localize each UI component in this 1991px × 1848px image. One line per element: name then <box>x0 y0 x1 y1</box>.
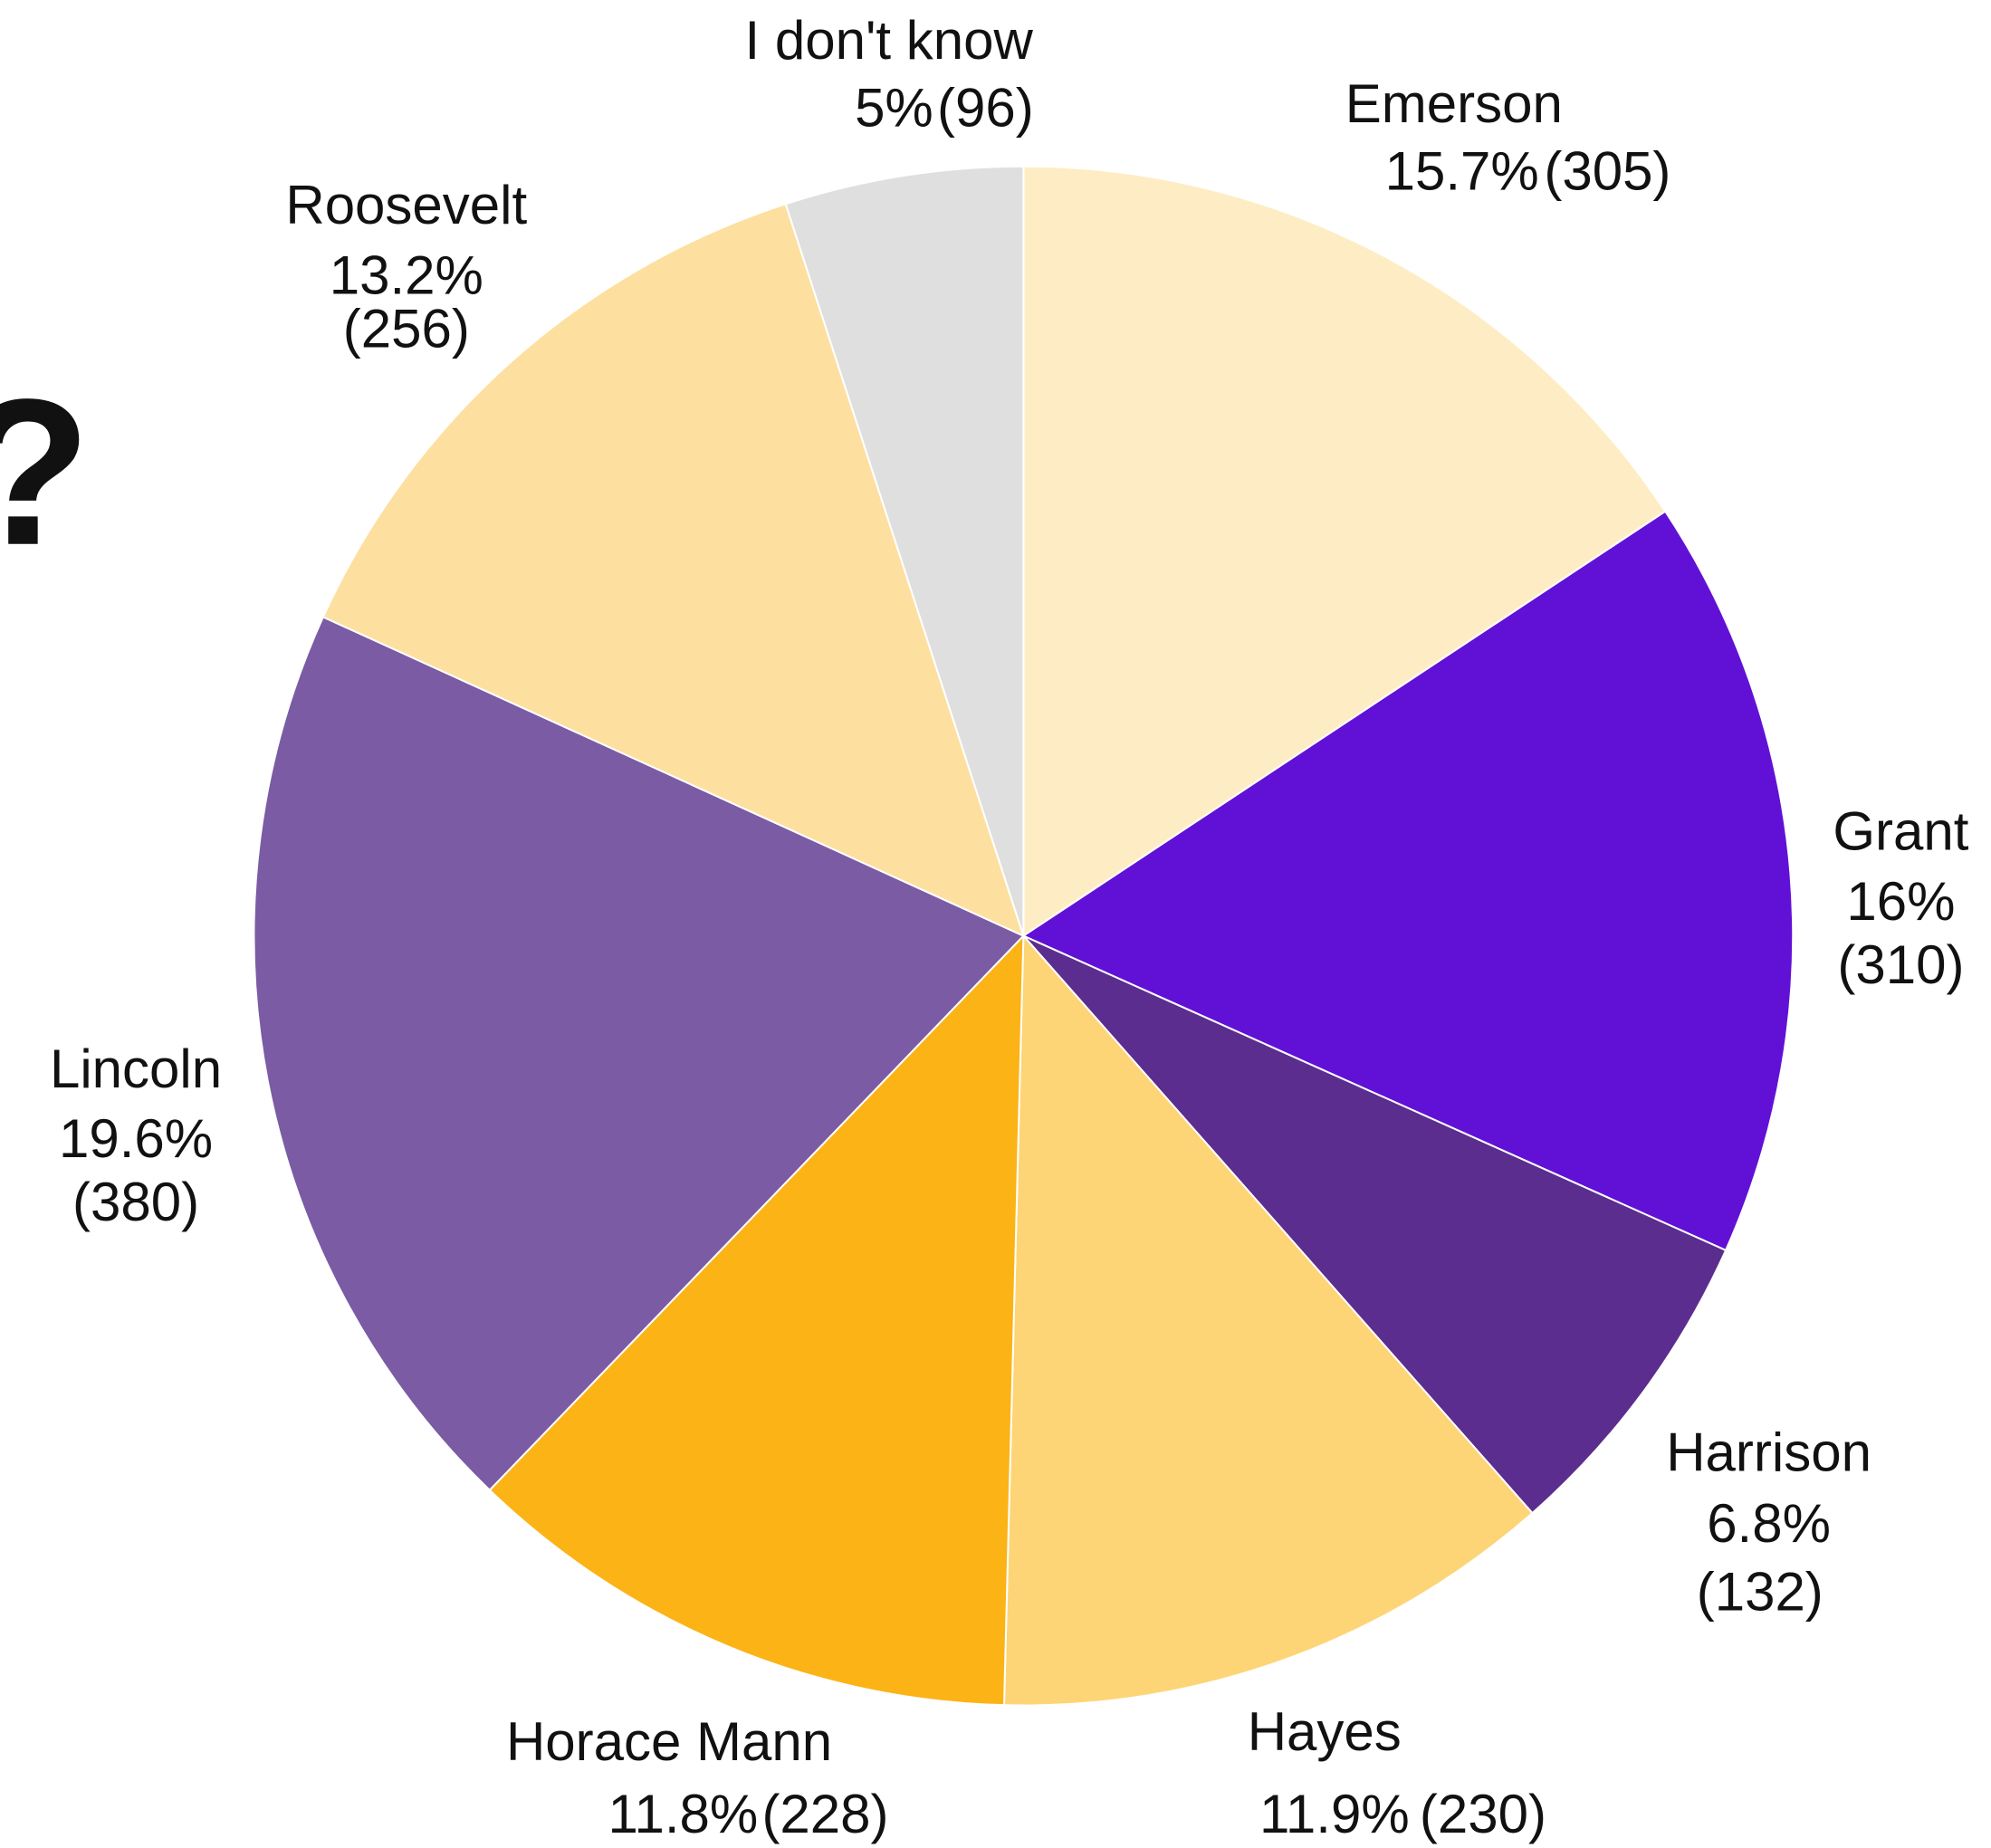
slice-count: (132) <box>1697 1562 1823 1623</box>
slice-percent: 16% <box>1846 871 1955 932</box>
slice-count: (310) <box>1837 934 1964 995</box>
slice-name: Horace Mann <box>506 1711 832 1772</box>
pie-slice <box>1021 510 1795 1252</box>
slice-name: Emerson <box>1345 73 1563 134</box>
slice-name: Roosevelt <box>285 175 527 235</box>
slice-count: (230) <box>1420 1784 1546 1844</box>
pie-slice <box>321 203 1026 938</box>
slice-count: (256) <box>343 298 470 359</box>
slice-name: Hayes <box>1248 1701 1402 1762</box>
slice-percent: 5% <box>855 77 933 138</box>
slice-percent: 13.2% <box>330 244 483 305</box>
pie-slice <box>253 616 1026 1492</box>
slice-percent: 6.8% <box>1707 1493 1831 1554</box>
slice-count: (96) <box>937 77 1034 138</box>
slice-percent: 19.6% <box>59 1108 213 1169</box>
pie-slice <box>488 934 1025 1707</box>
slice-percent: 11.8% <box>608 1784 759 1844</box>
slice-count: (228) <box>761 1784 888 1844</box>
slice-percent: 15.7% <box>1385 140 1539 201</box>
pie-slice <box>1022 165 1667 938</box>
pie-slice <box>1022 934 1728 1515</box>
slice-name: Harrison <box>1666 1422 1871 1482</box>
slice-name: Grant <box>1833 801 1968 862</box>
pie-slice <box>784 165 1025 936</box>
slice-name: I don't know <box>745 10 1034 71</box>
slice-count: (305) <box>1544 140 1670 201</box>
side-text: ? <box>0 356 91 589</box>
pie-slice <box>1002 934 1534 1707</box>
slice-name: Lincoln <box>50 1039 222 1099</box>
slice-percent: 11.9% <box>1259 1784 1410 1844</box>
slice-count: (380) <box>72 1172 199 1232</box>
